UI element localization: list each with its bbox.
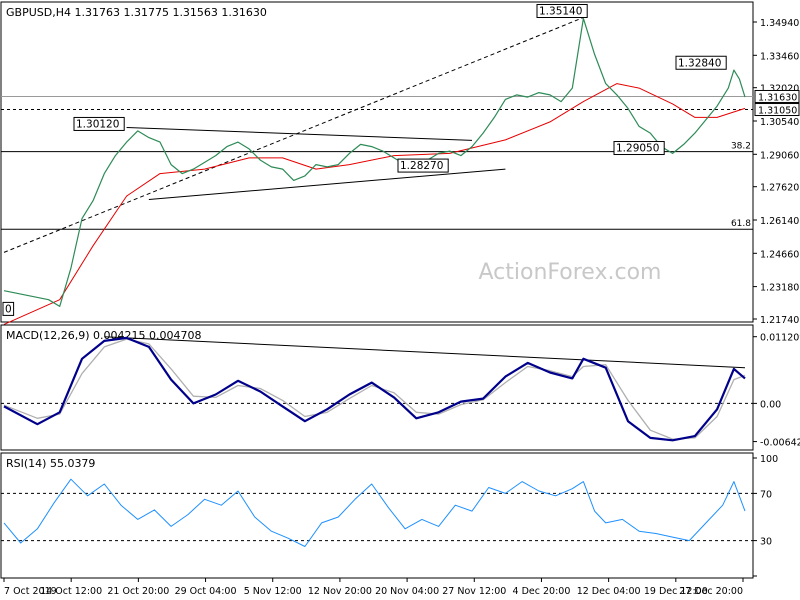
price-callout-label: 0 [5,303,12,315]
rsi-axis: 100 70 30 [753,454,778,577]
price-panel-frame [0,1,754,323]
price-callout-box [73,116,125,131]
current-price-tag: 1.31630 [758,92,797,103]
price-axis: 1.34940 1.33460 1.32020 1.30540 1.29060 1.276… [753,18,800,326]
price-tick-label: 1.33460 [760,51,799,62]
rsi-header: RSI(14) 55.0379 [6,457,95,470]
trendline [3,17,584,253]
price-callout-label: 1.30120 [76,118,119,130]
symbol-header: GBPUSD,H4 1.31763 1.31775 1.31563 1.3163… [6,6,267,19]
price-tick-label: 1.27620 [760,183,799,194]
price-tick-label: 1.26140 [760,216,799,227]
price-callout-label: 1.29050 [616,143,659,155]
time-tick-label: 21 Oct 20:00 [107,586,169,597]
price-tick-label: 1.24660 [760,249,799,260]
price-callout-label: 1.32840 [678,57,721,69]
fib-level-label: 38.2 [731,142,751,152]
watermark: ActionForex.com [479,260,662,285]
price-callouts: 1.30120 1.28270 1.35140 1.32840 1.29050 0 [2,4,727,316]
rsi-line [3,478,746,547]
macd-series [1,336,753,442]
time-tick-label: 20 Nov 04:00 [375,586,439,597]
price-callout-box [613,141,665,156]
rsi-tick-label: 100 [760,454,778,465]
rsi-tick-label: 30 [760,537,772,548]
price-callout-box [675,55,727,70]
price-tick-label: 1.34940 [760,18,799,29]
macd-panel: MACD(12,26,9) 0.004215 0.004708 0.011209… [0,324,800,451]
current-price-tag-box [754,89,800,103]
time-tick-label: 4 Dec 20:00 [513,586,571,597]
price-callout-label: 1.28270 [400,160,443,172]
trendline [126,127,473,141]
trendline [148,168,506,201]
time-tick-label: 19 Dec 12:00 [644,586,708,597]
price-tick-label: 1.21740 [760,315,799,326]
level-price-tag: 1.31050 [758,106,797,117]
price-callout-box [397,158,449,173]
price-tick-label: 1.30540 [760,117,799,128]
time-tick-label: 12 Dec 04:00 [577,586,641,597]
price-line [3,17,746,307]
price-panel: GBPUSD,H4 1.31763 1.31775 1.31563 1.3163… [0,1,800,326]
rsi-panel-frame [0,452,754,579]
fib-level-label: 61.8 [731,219,751,229]
price-series [3,17,746,325]
time-tick-label: 12 Nov 20:00 [308,586,372,597]
macd-axis: 0.011209 0.00 -0.00642 [753,333,800,449]
price-callout-box [2,301,15,316]
macd-trendline [104,336,746,369]
time-tick-label: 14 Oct 12:00 [40,586,102,597]
price-tick-label: 1.32020 [760,84,799,95]
price-callout-box [536,4,588,18]
time-tick-label: 29 Oct 04:00 [175,586,237,597]
time-tick-label: 5 Nov 12:00 [244,586,302,597]
level-price-tag-box [754,103,800,117]
macd-tick-label: 0.011209 [760,333,800,344]
time-tick-label: 27 Dec 20:00 [679,586,743,597]
time-tick-label: 27 Nov 12:00 [442,586,506,597]
price-callout-label: 1.35140 [539,6,582,18]
price-tick-label: 1.29060 [760,150,799,161]
macd-line [3,336,746,442]
rsi-panel: RSI(14) 55.0379 100 70 30 [0,452,778,579]
time-tick-label: 7 Oct 2019 [4,586,57,597]
price-tick-label: 1.23180 [760,283,799,294]
macd-tick-label: 0.00 [760,399,781,410]
rsi-series [1,478,753,547]
rsi-tick-label: 70 [760,489,772,500]
macd-signal-line [3,338,746,440]
moving-average-line [3,83,746,325]
macd-tick-label: -0.00642 [760,438,800,449]
